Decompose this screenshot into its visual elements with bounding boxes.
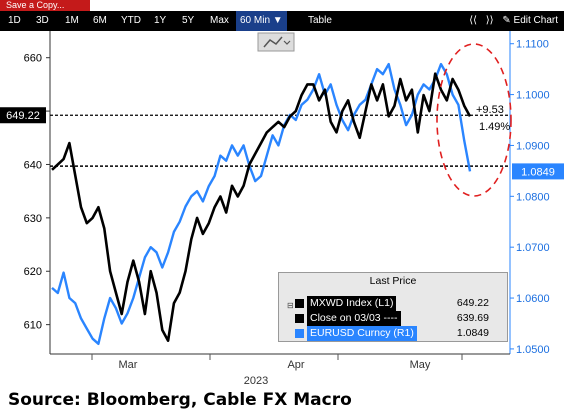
legend-row-eurusd: EURUSD Curncy (R1) 1.0849 bbox=[283, 326, 507, 341]
right-tick-label: 1.1100 bbox=[516, 39, 549, 51]
left-tick-label: 660 bbox=[24, 53, 42, 65]
right-tick-label: 1.0900 bbox=[516, 140, 550, 152]
left-tick-label: 640 bbox=[24, 159, 42, 171]
series-line bbox=[51, 62, 472, 345]
range-6m[interactable]: 6M bbox=[93, 15, 107, 26]
legend-box: Last Price ⊟ MXWD Index (L1) 649.22 Clos… bbox=[278, 272, 508, 342]
right-tick-label: 1.0600 bbox=[516, 293, 550, 305]
legend-label: MXWD Index (L1) bbox=[307, 296, 397, 311]
left-last-value-label: 649.22 bbox=[6, 110, 40, 122]
right-tick-label: 1.0800 bbox=[516, 191, 550, 203]
change-abs-label: +9.53 bbox=[476, 104, 504, 116]
x-year-label: 2023 bbox=[244, 375, 268, 387]
right-last-value-box bbox=[512, 163, 564, 180]
legend-row-mxwd: ⊟ MXWD Index (L1) 649.22 bbox=[283, 296, 507, 311]
expand-icon[interactable]: ⟨⟨ bbox=[469, 15, 477, 26]
legend-value: 1.0849 bbox=[456, 327, 489, 339]
x-tick-label: May bbox=[410, 359, 431, 371]
left-last-value-box bbox=[0, 107, 46, 124]
legend-title: Last Price bbox=[369, 275, 417, 287]
right-last-value-label: 1.0849 bbox=[521, 166, 555, 178]
left-tick-label: 610 bbox=[24, 320, 42, 332]
legend-swatch bbox=[295, 314, 304, 323]
chevron-down-icon bbox=[283, 40, 291, 45]
collapse-icon[interactable]: ⊟ bbox=[287, 301, 294, 310]
legend-row-close: Close on 03/03 ---- 639.69 bbox=[283, 311, 507, 326]
range-max[interactable]: Max bbox=[210, 15, 229, 26]
right-tick-label: 1.1000 bbox=[516, 90, 550, 102]
legend-value: 639.69 bbox=[456, 312, 489, 324]
shrink-icon[interactable]: ⟩⟩ bbox=[485, 15, 494, 26]
x-tick-label: Mar bbox=[119, 359, 138, 371]
highlight-ellipse bbox=[436, 43, 512, 197]
right-tick-label: 1.0700 bbox=[516, 242, 550, 254]
series-line bbox=[51, 72, 472, 343]
range-1y[interactable]: 1Y bbox=[154, 15, 167, 26]
range-ytd[interactable]: YTD bbox=[121, 15, 141, 26]
interval-dropdown[interactable]: 60 Min ▼ bbox=[236, 11, 287, 31]
range-1d[interactable]: 1D bbox=[8, 15, 21, 26]
range-3d[interactable]: 3D bbox=[36, 15, 49, 26]
right-tick-label: 1.0500 bbox=[516, 344, 550, 356]
x-tick-label: Apr bbox=[287, 359, 304, 371]
save-copy-button[interactable]: Save a Copy... bbox=[0, 0, 90, 11]
legend-swatch bbox=[295, 329, 304, 338]
left-tick-label: 630 bbox=[24, 213, 42, 225]
chart-toolbar: 1D 3D 1M 6M YTD 1Y 5Y Max 60 Min ▼ Table… bbox=[0, 11, 564, 31]
range-5y[interactable]: 5Y bbox=[182, 15, 195, 26]
chart-type-button bbox=[257, 32, 295, 52]
change-pct-label: 1.49% bbox=[479, 121, 510, 133]
legend-value: 649.22 bbox=[456, 297, 489, 309]
edit-chart-button[interactable]: ✎ Edit Chart bbox=[502, 15, 558, 26]
line-chart-icon bbox=[263, 36, 283, 48]
source-caption: Source: Bloomberg, Cable FX Macro bbox=[8, 390, 352, 410]
legend-label: EURUSD Curncy (R1) bbox=[307, 326, 417, 341]
range-1m[interactable]: 1M bbox=[65, 15, 79, 26]
legend-swatch bbox=[295, 299, 304, 308]
left-tick-label: 620 bbox=[24, 266, 42, 278]
table-button[interactable]: Table bbox=[308, 15, 332, 26]
legend-label: Close on 03/03 ---- bbox=[307, 311, 401, 326]
